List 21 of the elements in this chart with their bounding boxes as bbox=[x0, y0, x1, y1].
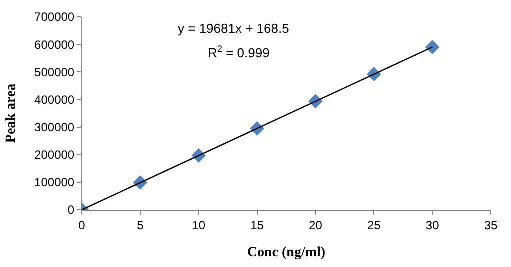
y-tick-label: 600000 bbox=[34, 38, 75, 52]
annotation: R$^{2}$ = 0.999 bbox=[208, 44, 270, 60]
y-tick-label: 0 bbox=[68, 203, 75, 218]
y-tick-label: 200000 bbox=[34, 148, 75, 162]
y-tick-label: 300000 bbox=[34, 120, 75, 134]
x-tick-label: 25 bbox=[367, 218, 382, 232]
x-tick-label: 30 bbox=[426, 218, 440, 232]
x-tick-label: 35 bbox=[484, 218, 498, 232]
y-axis-title: Peak area bbox=[4, 84, 20, 144]
x-tick-label: 15 bbox=[250, 218, 264, 232]
y-tick-label: 400000 bbox=[34, 92, 75, 107]
point bbox=[426, 40, 440, 54]
annotation: y = 19681x + 168.5 bbox=[178, 21, 290, 36]
y-tick-label: 500000 bbox=[34, 65, 75, 80]
y-tick-label: 700000 bbox=[34, 10, 75, 24]
x-tick-label: 5 bbox=[137, 218, 144, 232]
x-axis-title: Conc (ng/ml) bbox=[247, 246, 326, 261]
y-tick-label: 100000 bbox=[34, 176, 75, 190]
x-tick-label: 10 bbox=[192, 218, 206, 232]
x-tick-label: 20 bbox=[309, 218, 323, 232]
x-tick-label: 0 bbox=[78, 218, 86, 232]
